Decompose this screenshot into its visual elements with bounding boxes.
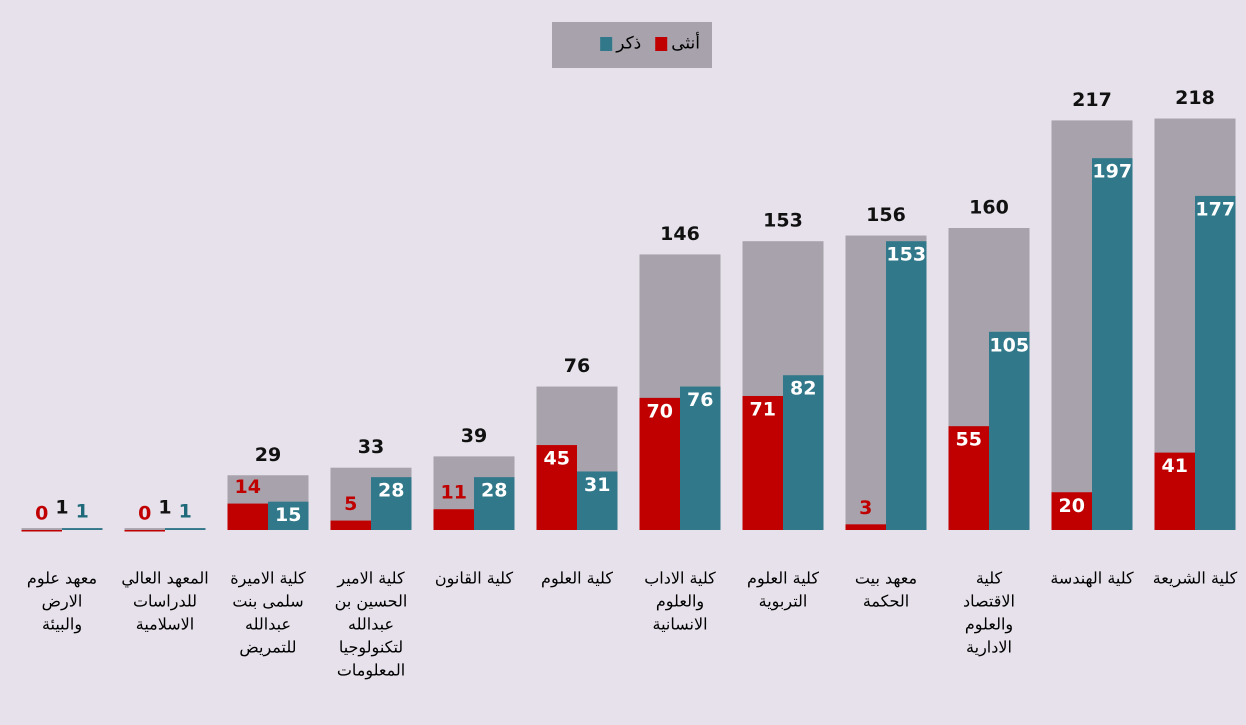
x-tick-label: والبيئة — [42, 615, 82, 634]
x-tick-label: كلية العلوم — [541, 569, 613, 588]
bar — [124, 530, 165, 532]
value-label: 70 — [647, 400, 673, 422]
bar — [886, 241, 927, 530]
bar — [680, 386, 721, 530]
total-label: 217 — [1072, 89, 1112, 111]
value-label: 1 — [179, 501, 192, 523]
x-tick-label: كلية الهندسة — [1050, 569, 1134, 588]
bar — [371, 477, 412, 530]
value-label: 11 — [441, 482, 467, 504]
x-tick-label: كلية الاميرة — [230, 569, 306, 588]
bar — [989, 331, 1030, 530]
x-tick-label: المعهد العالي — [121, 569, 208, 588]
x-tick-label: لتكنولوجيا — [339, 638, 403, 657]
x-tick-label: كلية القانون — [435, 569, 514, 588]
x-tick-label: والعلوم — [965, 615, 1013, 634]
total-label: 39 — [461, 425, 487, 447]
x-tick-label: الاسلامية — [136, 615, 195, 634]
value-label: 71 — [750, 398, 776, 420]
bar — [62, 528, 103, 530]
bar — [536, 445, 577, 530]
x-tick-label: المعلومات — [337, 661, 405, 680]
total-label: 153 — [763, 210, 803, 232]
total-label: 218 — [1175, 87, 1215, 109]
x-tick-label: والعلوم — [656, 592, 704, 611]
total-label: 146 — [660, 223, 700, 245]
total-label: 76 — [564, 355, 590, 377]
x-tick-label: كلية العلوم — [747, 569, 819, 588]
x-tick-label: للتمريض — [239, 638, 296, 657]
bar — [165, 528, 206, 530]
value-label: 28 — [481, 480, 507, 502]
bar — [845, 524, 886, 530]
value-label: 41 — [1162, 455, 1188, 477]
legend-label: أنثى — [671, 32, 700, 54]
total-label: 156 — [866, 204, 906, 226]
x-tick-label: معهد علوم — [27, 569, 97, 588]
x-tick-label: الحكمة — [863, 592, 909, 611]
value-label: 153 — [886, 244, 926, 266]
value-label: 31 — [584, 474, 610, 496]
legend-box — [552, 22, 712, 68]
legend-swatch — [655, 37, 668, 51]
value-label: 0 — [138, 503, 151, 525]
bar — [268, 501, 309, 530]
x-tick-label: الادارية — [966, 638, 1012, 657]
x-tick-label: كلية — [976, 569, 1003, 588]
value-label: 177 — [1195, 198, 1235, 220]
total-label: 160 — [969, 197, 1009, 219]
x-tick-label: كلية الامير — [336, 569, 405, 588]
bar — [639, 397, 680, 530]
bar — [1051, 492, 1092, 530]
bar — [783, 375, 824, 530]
bar — [474, 477, 515, 530]
value-label: 76 — [687, 389, 713, 411]
value-label: 20 — [1059, 495, 1085, 517]
value-label: 14 — [235, 476, 261, 498]
bar — [21, 530, 62, 532]
x-tick-label: التربوية — [759, 592, 808, 611]
bar — [948, 426, 989, 530]
value-label: 45 — [544, 448, 570, 470]
x-tick-label: الانسانية — [652, 615, 707, 634]
value-label: 82 — [790, 378, 816, 400]
x-tick-label: عبدالله — [348, 615, 394, 634]
bar — [1195, 195, 1236, 530]
bar — [433, 509, 474, 530]
x-tick-label: سلمى بنت — [232, 592, 303, 611]
total-label: 29 — [255, 444, 281, 466]
value-label: 0 — [35, 503, 48, 525]
x-tick-label: عبدالله — [245, 615, 291, 634]
total-label: 1 — [55, 497, 68, 519]
value-label: 15 — [275, 504, 301, 526]
value-label: 28 — [378, 480, 404, 502]
x-tick-label: كلية الاداب — [644, 569, 716, 588]
value-label: 1 — [76, 501, 89, 523]
bar — [227, 503, 268, 530]
legend-label: ذكر — [615, 34, 641, 54]
bar — [330, 520, 371, 530]
x-tick-label: معهد بيت — [855, 569, 917, 588]
value-label: 105 — [989, 334, 1029, 356]
legend-swatch — [600, 37, 613, 51]
x-tick-label: كلية الشريعة — [1153, 569, 1238, 588]
total-label: 1 — [158, 497, 171, 519]
bar — [742, 395, 783, 530]
value-label: 5 — [344, 493, 357, 515]
x-tick-label: الحسين بن — [335, 592, 408, 611]
x-tick-label: للدراسات — [133, 592, 197, 611]
x-tick-label: الارض — [42, 592, 83, 611]
x-tick-label: الاقتصاد — [963, 592, 1015, 611]
value-label: 55 — [956, 429, 982, 451]
bar — [1154, 452, 1195, 530]
total-label: 33 — [358, 436, 384, 458]
value-label: 3 — [859, 497, 872, 519]
bar — [577, 471, 618, 530]
bar — [1092, 158, 1133, 530]
value-label: 197 — [1092, 161, 1132, 183]
